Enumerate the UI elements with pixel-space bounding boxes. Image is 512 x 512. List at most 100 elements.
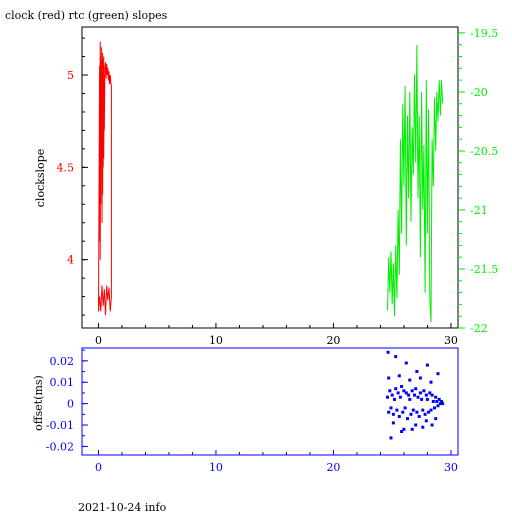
offset-point — [410, 389, 414, 393]
offset-point — [395, 408, 399, 412]
offset-x-tick-label: 10 — [209, 461, 223, 474]
offset-point — [401, 410, 405, 414]
offset-point — [413, 393, 416, 397]
offset-y-tick-label: 0 — [67, 398, 74, 411]
slopes-right-tick-label: -21.5 — [470, 263, 498, 276]
offset-point — [427, 410, 431, 414]
offset-point — [424, 419, 428, 423]
slopes-x-tick-label: 10 — [209, 334, 223, 347]
offset-point — [398, 395, 402, 399]
offset-point — [391, 412, 395, 416]
offset-y-axis: -0.02 -0.01 0 0.01 0.02 — [46, 349, 88, 453]
offset-plot-frame — [81, 347, 459, 456]
offset-point — [437, 397, 441, 401]
slopes-left-tick-label: 4.5 — [57, 161, 75, 174]
offset-point — [396, 391, 400, 395]
offset-point — [407, 393, 411, 397]
offset-point — [393, 397, 396, 401]
offset-point — [394, 387, 398, 391]
offset-point — [390, 393, 394, 397]
offset-point — [414, 387, 418, 391]
offset-point — [418, 391, 422, 395]
offset-point — [394, 355, 398, 359]
offset-point — [420, 397, 424, 401]
offset-point — [415, 410, 419, 414]
offset-point — [410, 427, 414, 431]
offset-point — [386, 395, 389, 399]
offset-y-axis-label: offset(ms) — [32, 375, 45, 431]
series-line-rtc — [387, 44, 444, 323]
offset-point — [438, 402, 442, 406]
slopes-right-tick-label: -22 — [470, 322, 488, 335]
offset-y-tick-label: 0.01 — [50, 376, 75, 389]
slopes-plot-frame — [81, 26, 459, 329]
offset-point — [422, 389, 426, 393]
offset-x-tick-label: 20 — [326, 461, 340, 474]
offset-point — [416, 395, 420, 399]
slopes-chart: 0 10 20 30 44.55 -22-21.5-21-20.5-20-19.5 c… — [34, 26, 498, 347]
offset-point — [391, 421, 395, 425]
slopes-right-axis: -22 -21.5 -21 -20.5 -20 -19.5 — [458, 27, 498, 335]
offset-point — [387, 410, 391, 414]
slopes-x-tick-label: 20 — [326, 334, 340, 347]
offset-point — [436, 404, 440, 408]
offset-series-group — [386, 350, 445, 440]
offset-point — [400, 385, 404, 388]
offset-point — [397, 415, 401, 418]
offset-point — [397, 374, 401, 378]
offset-point — [430, 423, 434, 427]
offset-point — [430, 393, 434, 397]
offset-point — [434, 395, 438, 399]
offset-point — [404, 391, 408, 395]
offset-point — [388, 389, 392, 393]
offset-point — [411, 408, 415, 412]
offset-point — [403, 406, 407, 410]
offset-point — [434, 417, 438, 421]
offset-point — [433, 406, 436, 410]
offset-point — [418, 376, 422, 380]
slopes-x-axis: 0 10 20 30 — [95, 323, 458, 347]
offset-point — [389, 406, 393, 410]
offset-point — [389, 436, 393, 440]
offset-point — [429, 380, 433, 384]
offset-point — [435, 400, 439, 403]
slopes-left-axis: 44.55 — [57, 37, 88, 316]
offset-point — [409, 412, 413, 416]
top-chart-title: clock (red) rtc (green) slopes — [5, 9, 168, 22]
slopes-right-tick-label: -21 — [470, 204, 488, 217]
offset-point — [428, 391, 432, 395]
slopes-left-tick-label: 4 — [67, 254, 74, 267]
offset-point — [417, 415, 421, 418]
offset-x-axis: 0 10 20 30 — [95, 450, 458, 474]
offset-point — [423, 412, 427, 416]
offset-x-tick-label: 0 — [95, 461, 102, 474]
offset-point — [436, 372, 440, 376]
offset-point — [424, 393, 428, 397]
offset-x-tick-label: 30 — [444, 461, 458, 474]
slopes-series-group — [98, 41, 444, 323]
slopes-y-axis-label: clockslope — [34, 149, 47, 207]
offset-y-tick-label: -0.02 — [46, 440, 74, 453]
offset-point — [431, 400, 435, 403]
offset-point — [421, 425, 425, 429]
offset-point — [441, 402, 445, 406]
offset-point — [406, 417, 409, 421]
offset-point — [415, 370, 419, 373]
offset-y-tick-label: 0.02 — [50, 355, 75, 368]
offset-point — [387, 376, 391, 380]
slopes-right-tick-label: -19.5 — [470, 27, 498, 40]
offset-chart: 0 10 20 30 -0.02 -0.01 0 0.01 0.02 offset(ms) — [32, 347, 459, 474]
slopes-right-tick-label: -20 — [470, 86, 488, 99]
offset-point — [400, 430, 404, 433]
offset-point — [408, 397, 412, 401]
offset-point — [425, 397, 429, 401]
offset-point — [402, 389, 406, 393]
offset-point — [429, 408, 433, 412]
slopes-x-tick-label: 0 — [95, 334, 102, 347]
series-line-clock — [98, 41, 112, 316]
offset-point — [414, 423, 418, 427]
slopes-x-tick-label: 30 — [444, 334, 458, 347]
offset-point — [408, 378, 412, 382]
offset-point — [425, 363, 429, 367]
